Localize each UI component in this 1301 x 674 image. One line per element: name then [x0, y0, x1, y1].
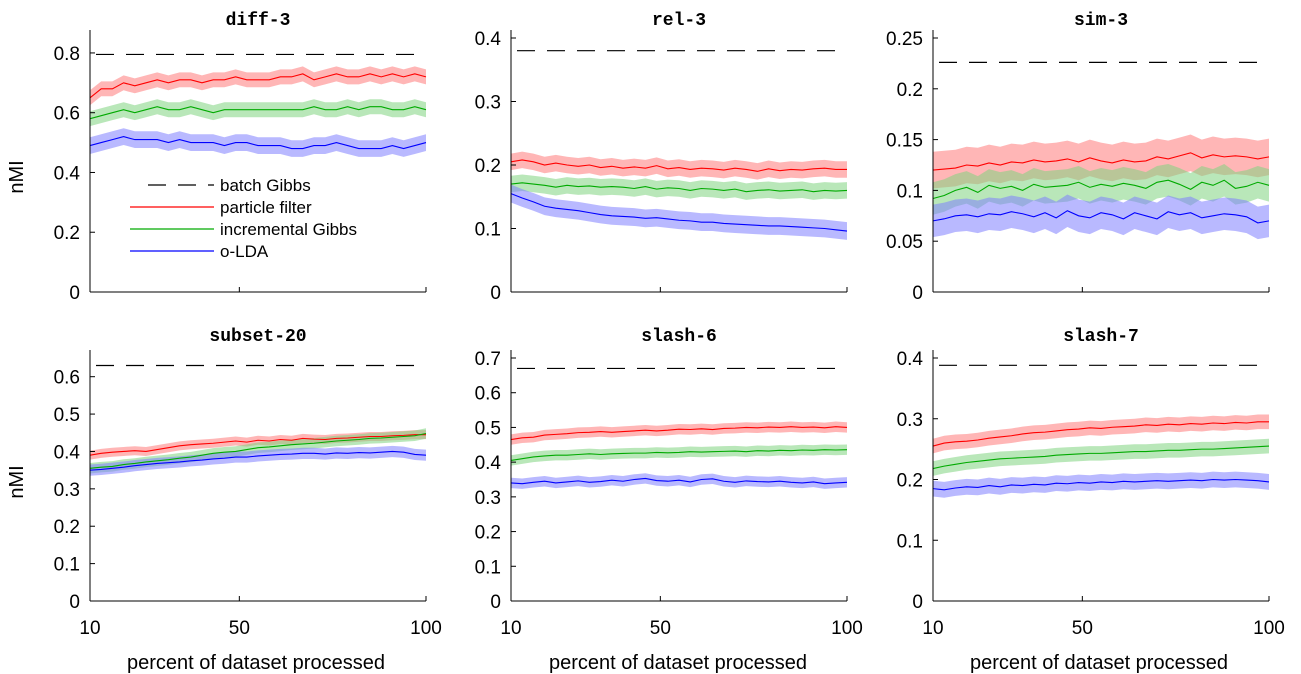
- y-tick-label-rel-3: 0.3: [475, 93, 501, 114]
- y-tick-label-slash-6: 0.2: [475, 523, 501, 544]
- x-axis-label-col-2: percent of dataset processed: [549, 652, 807, 674]
- band-o-lda-slash-6: [511, 473, 847, 489]
- panel-rel-3: rel-3 0 0.1 0.2 0.3 0.4: [475, 11, 848, 304]
- y-tick-label-slash-6: 0.7: [475, 349, 501, 370]
- panel-slash-7: slash-7 0 0.1 0.2 0.3 0.4 10 50 100: [897, 327, 1285, 639]
- y-tick-label-subset-20: 0.6: [54, 368, 80, 389]
- legend-label-incremental-gibbs: incremental Gibbs: [220, 220, 357, 239]
- y-tick-label-subset-20: 0: [69, 592, 80, 613]
- series-line-incremental-gibbs-slash-6: [510, 449, 848, 461]
- y-tick-label-subset-20: 0.3: [54, 480, 80, 501]
- y-tick-label-subset-20: 0.5: [54, 405, 80, 426]
- panel-title-slash-6: slash-6: [641, 327, 717, 347]
- x-axis-label-col-1: percent of dataset processed: [127, 652, 385, 674]
- band-particle-filter-diff-3: [90, 66, 426, 106]
- y-tick-label-slash-6: 0.1: [475, 557, 501, 578]
- x-tick-label-slash-7: 50: [1072, 618, 1093, 639]
- y-tick-label-slash-7: 0.2: [897, 471, 923, 492]
- y-tick-label-subset-20: 0.1: [54, 555, 80, 576]
- y-tick-label-slash-7: 0.4: [897, 349, 924, 370]
- legend-label-o-lda: o-LDA: [220, 242, 269, 261]
- band-o-lda-sim-3: [933, 194, 1269, 240]
- series-line-incremental-gibbs-rel-3: [510, 182, 848, 193]
- band-incremental-gibbs-diff-3: [90, 99, 426, 127]
- y-tick-label-diff-3: 0.8: [54, 44, 80, 65]
- y-tick-label-sim-3: 0.25: [886, 29, 923, 50]
- series-line-particle-filter-slash-6: [510, 426, 848, 441]
- y-tick-label-rel-3: 0: [490, 283, 501, 304]
- series-line-incremental-gibbs-sim-3: [932, 179, 1270, 200]
- y-tick-label-slash-6: 0.5: [475, 418, 501, 439]
- band-particle-filter-slash-6: [511, 421, 847, 445]
- panel-title-rel-3: rel-3: [652, 11, 706, 31]
- y-tick-label-sim-3: 0.2: [897, 80, 923, 101]
- x-axis-label-col-3: percent of dataset processed: [970, 652, 1228, 674]
- y-tick-label-subset-20: 0.2: [54, 517, 80, 538]
- y-tick-label-rel-3: 0.4: [475, 29, 502, 50]
- panel-diff-3: diff-3 0 0.2 0.4 0.6 0.8: [54, 11, 427, 304]
- y-axis-label-row-1: nMI: [6, 160, 28, 193]
- legend-label-particle-filter: particle filter: [220, 198, 312, 217]
- panel-sim-3: sim-3 0 0.05 0.1 0.15 0.2 0.25: [886, 11, 1270, 304]
- y-tick-label-rel-3: 0.1: [475, 220, 501, 241]
- series-line-particle-filter-rel-3: [510, 159, 847, 172]
- series-line-particle-filter-subset-20: [89, 434, 426, 456]
- y-tick-label-sim-3: 0: [912, 283, 923, 304]
- series-line-particle-filter-sim-3: [932, 152, 1270, 171]
- series-line-o-lda-subset-20: [89, 450, 427, 471]
- y-tick-label-slash-6: 0.6: [475, 384, 501, 405]
- series-line-o-lda-sim-3: [932, 210, 1270, 224]
- band-incremental-gibbs-slash-7: [933, 438, 1269, 476]
- y-tick-label-slash-6: 0.3: [475, 488, 501, 509]
- band-o-lda-diff-3: [90, 128, 426, 157]
- y-tick-label-subset-20: 0.4: [54, 442, 81, 463]
- panel-slash-6: slash-6 0 0.1 0.2 0.3 0.4 0.5 0.6 0.7 10 50 100: [475, 327, 863, 639]
- band-incremental-gibbs-slash-6: [511, 444, 847, 466]
- y-tick-label-slash-7: 0.1: [897, 531, 923, 552]
- x-tick-label-subset-20: 100: [410, 618, 442, 639]
- series-line-particle-filter-slash-7: [932, 421, 1269, 447]
- series-line-particle-filter-diff-3: [89, 73, 427, 99]
- y-tick-label-sim-3: 0.1: [897, 181, 923, 202]
- y-tick-label-diff-3: 0: [69, 283, 80, 304]
- y-tick-label-slash-6: 0.4: [475, 453, 502, 474]
- x-tick-label-slash-7: 10: [922, 618, 943, 639]
- series-line-incremental-gibbs-slash-7: [932, 445, 1270, 470]
- panel-title-sim-3: sim-3: [1074, 11, 1128, 31]
- series-line-incremental-gibbs-diff-3: [89, 106, 427, 120]
- series-line-incremental-gibbs-subset-20: [89, 432, 427, 469]
- panel-title-slash-7: slash-7: [1063, 327, 1139, 347]
- panel-title-diff-3: diff-3: [226, 11, 291, 31]
- y-tick-label-slash-7: 0.3: [897, 410, 923, 431]
- series-line-o-lda-rel-3: [510, 193, 848, 232]
- band-incremental-gibbs-rel-3: [511, 174, 847, 200]
- y-tick-label-diff-3: 0.6: [54, 104, 80, 125]
- band-particle-filter-rel-3: [511, 151, 847, 180]
- series-line-o-lda-diff-3: [89, 136, 427, 150]
- y-tick-label-diff-3: 0.2: [54, 223, 80, 244]
- panel-title-subset-20: subset-20: [209, 327, 306, 347]
- series-line-o-lda-slash-7: [932, 478, 1270, 491]
- x-tick-label-slash-6: 100: [831, 618, 863, 639]
- y-tick-label-diff-3: 0.4: [54, 163, 81, 184]
- y-tick-label-sim-3: 0.05: [886, 232, 923, 253]
- y-tick-label-slash-6: 0: [490, 592, 501, 613]
- panels: diff-3 0 0.2 0.4 0.6 0.8 rel-3 0 0.1 0.2 0.3 0.4 sim…: [54, 11, 1285, 639]
- y-tick-label-rel-3: 0.2: [475, 156, 501, 177]
- y-tick-label-sim-3: 0.15: [886, 131, 923, 152]
- x-tick-label-subset-20: 10: [79, 618, 100, 639]
- legend-label-batch-gibbs: batch Gibbs: [220, 176, 311, 195]
- panel-subset-20: subset-20 0 0.1 0.2 0.3 0.4 0.5 0.6 10 50 100: [54, 327, 442, 639]
- x-tick-label-slash-6: 50: [650, 618, 671, 639]
- series-line-o-lda-slash-6: [510, 477, 848, 485]
- x-tick-label-subset-20: 50: [229, 618, 250, 639]
- x-tick-label-slash-6: 10: [500, 618, 521, 639]
- x-tick-label-slash-7: 100: [1253, 618, 1285, 639]
- band-o-lda-slash-7: [933, 471, 1269, 498]
- legend: batch Gibbs particle filter incremental …: [130, 176, 357, 261]
- y-axis-label-row-2: nMI: [6, 465, 28, 498]
- y-tick-label-slash-7: 0: [912, 592, 923, 613]
